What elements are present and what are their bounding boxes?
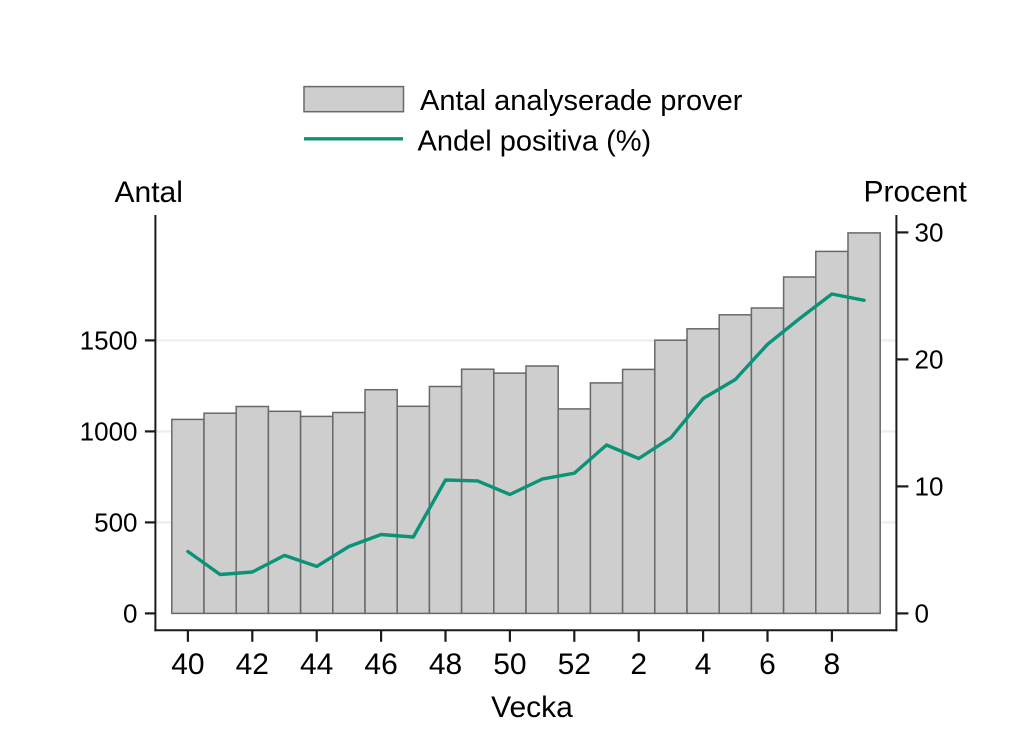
svg-text:30: 30: [915, 218, 944, 248]
svg-text:Procent: Procent: [864, 176, 968, 209]
svg-text:46: 46: [364, 648, 397, 681]
svg-text:500: 500: [94, 508, 137, 538]
svg-text:Vecka: Vecka: [491, 691, 573, 724]
svg-text:10: 10: [915, 472, 944, 502]
svg-text:6: 6: [759, 648, 776, 681]
svg-text:1500: 1500: [80, 326, 138, 356]
svg-text:52: 52: [558, 648, 591, 681]
svg-text:Antal analyserade prover: Antal analyserade prover: [420, 85, 743, 117]
svg-text:Antal: Antal: [115, 176, 183, 209]
svg-text:0: 0: [915, 599, 929, 629]
svg-text:0: 0: [123, 599, 137, 629]
svg-text:Andel positiva (%): Andel positiva (%): [418, 126, 652, 158]
svg-text:20: 20: [915, 345, 944, 375]
svg-text:2: 2: [630, 648, 647, 681]
svg-text:44: 44: [300, 648, 333, 681]
svg-text:4: 4: [695, 648, 712, 681]
svg-text:50: 50: [493, 648, 526, 681]
svg-text:48: 48: [429, 648, 462, 681]
svg-text:40: 40: [171, 648, 204, 681]
svg-text:42: 42: [236, 648, 269, 681]
svg-text:8: 8: [824, 648, 841, 681]
svg-text:1000: 1000: [80, 417, 138, 447]
